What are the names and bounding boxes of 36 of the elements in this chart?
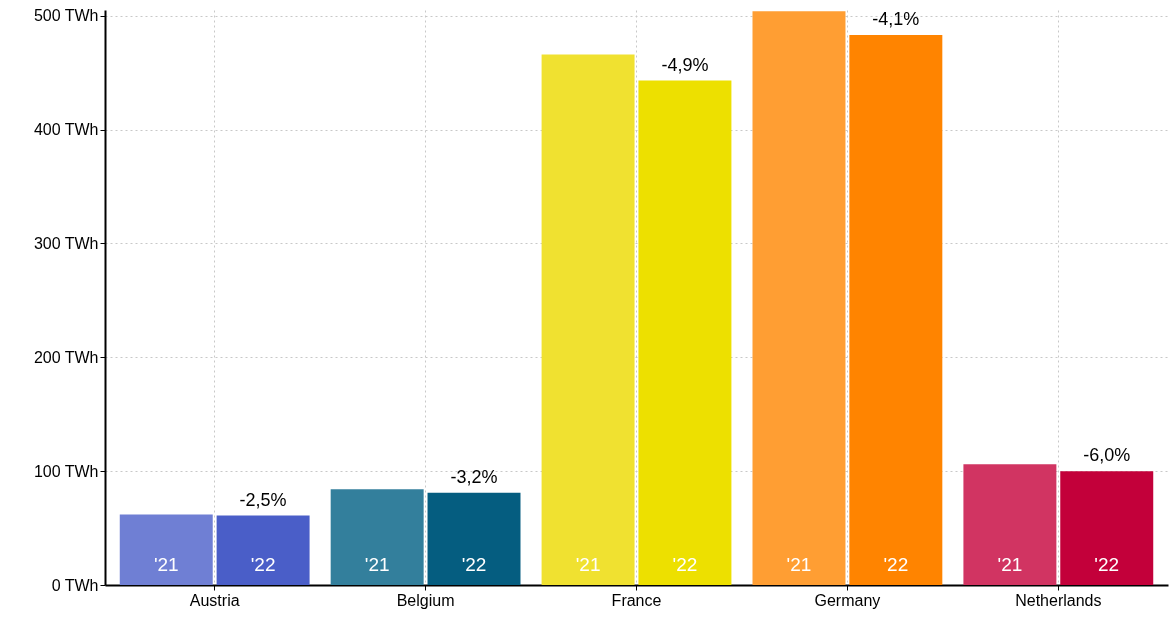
bar [638,80,732,585]
y-tick-label: 400 TWh [33,121,99,139]
x-tick-label: Germany [814,591,881,609]
text: '21 [786,554,812,575]
series-label: '22 [250,554,276,575]
annotation: -6,0% [1083,445,1131,466]
y-tick-label: 100 TWh [33,462,99,480]
y-tick-label: 500 TWh [33,7,99,25]
bar [963,464,1057,585]
bar [1060,471,1154,585]
bar [849,35,943,585]
text: '22 [461,554,487,575]
text: '21 [364,554,390,575]
bar [216,515,310,585]
bar [119,514,213,585]
y-tick-label: 300 TWh [33,234,99,252]
x-tick-label: Belgium [396,591,455,609]
annotation: -3,2% [450,466,498,487]
x-tick-label: France [611,591,662,609]
text: '22 [883,554,909,575]
text: '21 [997,554,1023,575]
annotation: -4,1% [872,9,920,30]
y-tick-label: 0 TWh [51,576,99,594]
bar [427,492,521,585]
x-tick-label: Austria [189,591,240,609]
text: '22 [1094,554,1120,575]
bar [752,11,846,585]
annotation: -2,5% [239,489,287,510]
annotation: -4,9% [661,54,709,75]
series-label: '21 [153,554,179,575]
bar [541,54,635,585]
y-tick-label: 200 TWh [33,348,99,366]
text: '22 [672,554,698,575]
text: '21 [575,554,601,575]
x-tick-label: Netherlands [1015,591,1102,609]
bar [330,489,424,585]
